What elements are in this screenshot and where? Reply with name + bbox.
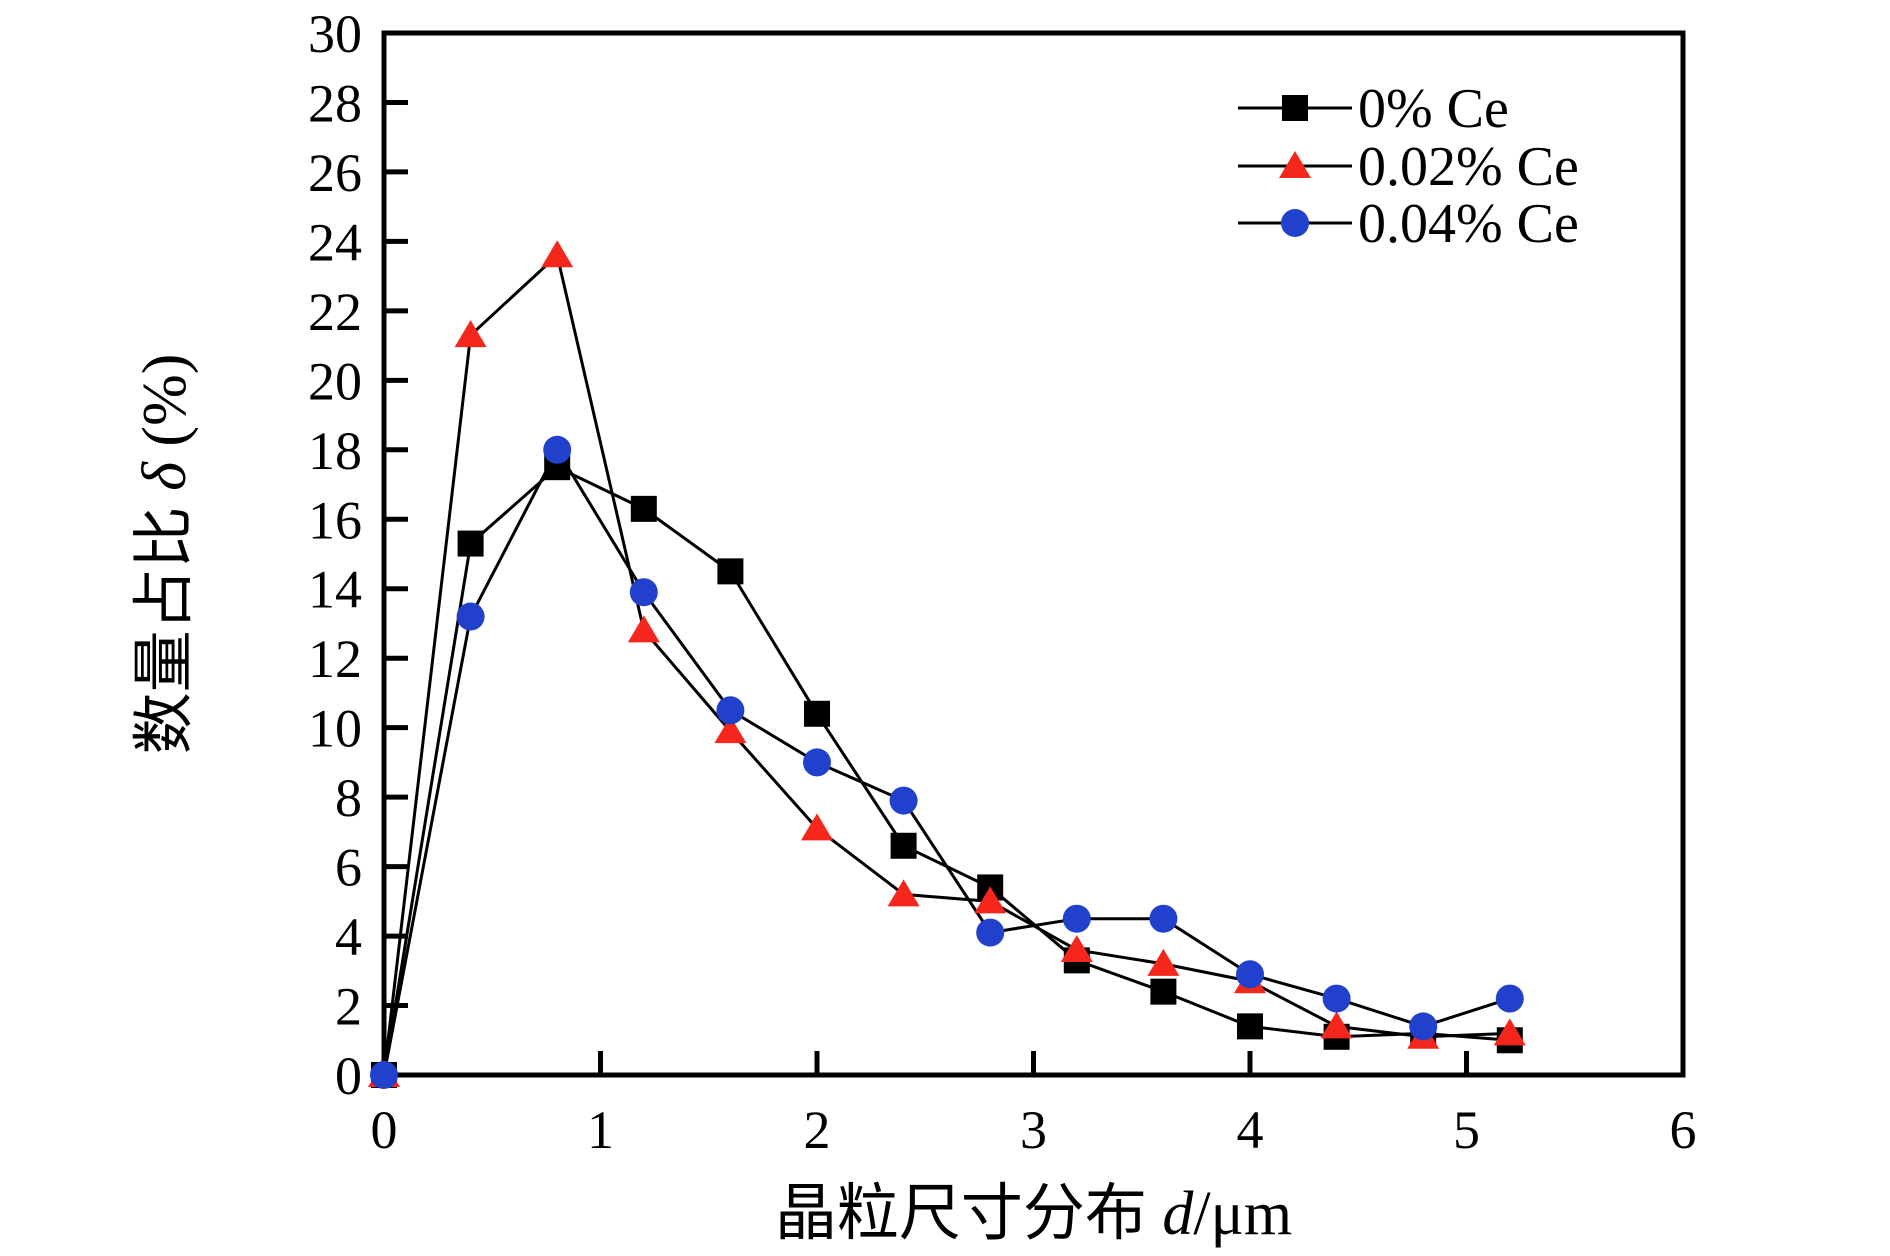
y-tick-label: 8 xyxy=(335,768,362,828)
y-tick-label: 30 xyxy=(308,4,362,64)
data-point-marker-square xyxy=(457,530,484,557)
legend-item: 0.02% Ce xyxy=(1238,136,1579,198)
legend-marker-triangle xyxy=(1279,151,1311,178)
data-point-marker-circle xyxy=(716,696,745,725)
legend-label: 0.02% Ce xyxy=(1358,136,1579,198)
y-tick-label: 18 xyxy=(308,421,362,481)
series-line-0 xyxy=(382,465,1510,1076)
y-tick-label: 16 xyxy=(308,490,362,550)
y-tick-label: 12 xyxy=(308,629,362,689)
data-point-marker-circle xyxy=(1495,984,1524,1013)
data-point-marker-square xyxy=(1150,978,1177,1005)
data-point-marker-square xyxy=(890,832,917,859)
y-tick-label: 22 xyxy=(308,282,362,342)
x-axis-title-unit: /μm xyxy=(1193,1180,1292,1248)
x-tick-label: 4 xyxy=(1237,1100,1264,1160)
data-point-marker-circle xyxy=(456,602,485,631)
legend-label: 0.04% Ce xyxy=(1358,193,1579,255)
data-point-marker-triangle xyxy=(974,886,1007,914)
data-point-marker-circle xyxy=(1409,1012,1438,1041)
x-axis-title: 晶粒尺寸分布 d/μm xyxy=(775,1180,1292,1248)
y-tick-label: 26 xyxy=(308,143,362,203)
data-point-marker-circle xyxy=(803,748,831,777)
data-point-marker-circle xyxy=(370,1061,398,1089)
data-point-marker-circle xyxy=(1149,904,1178,933)
data-point-marker-triangle xyxy=(627,615,660,643)
data-point-marker-circle xyxy=(543,435,572,464)
data-point-marker-square xyxy=(717,558,744,585)
data-point-marker-triangle xyxy=(887,879,920,907)
x-tick-label: 0 xyxy=(371,1100,398,1160)
y-tick-label: 24 xyxy=(308,212,362,272)
legend-item: 0.04% Ce xyxy=(1238,193,1579,255)
y-tick-label: 14 xyxy=(308,560,362,620)
x-tick-label: 3 xyxy=(1020,1100,1047,1160)
x-axis-title-text: 晶粒尺寸分布 xyxy=(775,1180,1163,1248)
data-point-marker-circle xyxy=(976,918,1005,947)
x-tick-label: 6 xyxy=(1670,1100,1697,1160)
data-point-marker-triangle xyxy=(714,716,747,744)
series-line-2 xyxy=(382,446,1511,1076)
x-tick-label: 2 xyxy=(804,1100,831,1160)
data-point-marker-square xyxy=(1237,1013,1263,1040)
data-point-marker-circle xyxy=(1236,960,1264,989)
y-tick-label: 0 xyxy=(335,1046,362,1106)
y-axis-title-symbol: δ xyxy=(131,461,199,491)
y-tick-label: 20 xyxy=(308,351,362,411)
y-tick-label: 28 xyxy=(308,73,362,133)
y-tick-label: 2 xyxy=(335,977,362,1037)
data-point-marker-triangle xyxy=(541,240,574,268)
x-tick-label: 5 xyxy=(1453,1100,1480,1160)
y-axis-title-unit: (%) xyxy=(131,354,199,462)
legend-label: 0% Ce xyxy=(1358,78,1509,140)
y-tick-label: 6 xyxy=(335,838,362,898)
data-point-marker-circle xyxy=(629,578,658,607)
data-point-marker-circle xyxy=(1322,984,1351,1013)
series-line-1 xyxy=(382,252,1510,1076)
data-point-marker-square xyxy=(804,700,830,727)
data-point-marker-triangle xyxy=(1320,1011,1353,1039)
data-point-marker-triangle xyxy=(454,320,487,348)
y-tick-label: 4 xyxy=(335,907,362,967)
data-point-marker-square xyxy=(630,495,657,522)
data-point-marker-circle xyxy=(1062,904,1091,933)
y-axis-title: 数量占比 δ (%) xyxy=(131,354,199,755)
y-tick-label: 10 xyxy=(308,699,362,759)
legend-marker-square xyxy=(1282,95,1308,121)
y-axis-title-text: 数量占比 xyxy=(131,491,199,755)
data-point-marker-triangle xyxy=(801,813,833,841)
x-tick-label: 1 xyxy=(587,1100,614,1160)
legend-marker-circle xyxy=(1281,209,1309,237)
data-point-marker-triangle xyxy=(1147,948,1180,976)
legend-item: 0% Ce xyxy=(1238,78,1509,140)
data-point-marker-triangle xyxy=(1493,1018,1526,1046)
data-point-marker-circle xyxy=(889,786,918,815)
x-axis-title-symbol: d xyxy=(1162,1180,1194,1248)
data-point-marker-triangle xyxy=(1060,934,1093,962)
